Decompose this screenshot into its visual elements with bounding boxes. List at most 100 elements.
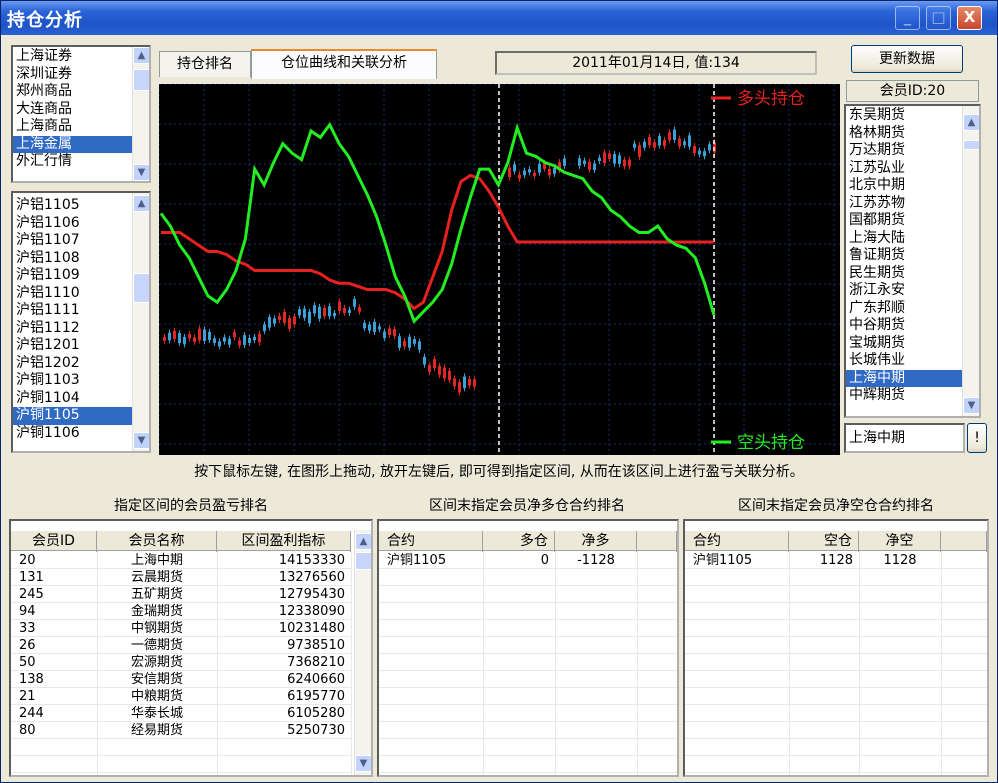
member-list-item[interactable]: 长城伟业	[849, 352, 905, 368]
member-list-item[interactable]: 宝城期货	[849, 334, 905, 351]
member-list-item[interactable]: 广东邦顺	[849, 299, 905, 316]
candle-body	[343, 307, 346, 314]
tab-position-curve[interactable]: 仓位曲线和关联分析	[251, 49, 437, 79]
table-row[interactable]: 138 安信期货 6240660	[11, 671, 351, 688]
member-list-item[interactable]: 鲁证期货	[849, 247, 905, 263]
contract-list-item[interactable]: 沪铝1107	[16, 232, 80, 248]
contract-list-item[interactable]: 沪铜1103	[16, 372, 80, 388]
scroll-thumb[interactable]	[133, 273, 149, 303]
table-row[interactable]: 50 宏源期货 7368210	[11, 654, 351, 671]
market-list-scrollbar[interactable]: ▲ ▼	[132, 47, 149, 181]
table-row[interactable]: 244 华泰长城 6105280	[11, 705, 351, 722]
grid-line	[11, 772, 351, 773]
market-list[interactable]: 上海证券 深圳证券 郑州商品 大连商品 上海商品 上海金属 外汇行情 ▲ ▼	[11, 45, 151, 183]
scroll-up-icon[interactable]: ▲	[133, 47, 149, 64]
contract-list-item[interactable]: 沪铝1106	[16, 214, 80, 231]
candle-body	[443, 367, 446, 379]
col-net-long[interactable]: 净多	[555, 531, 637, 552]
close-button[interactable]: X	[957, 6, 982, 30]
position-chart[interactable]: 多头持仓 空头持仓	[158, 83, 840, 455]
tab-position-ranking[interactable]: 持仓排名	[159, 51, 251, 77]
ranking-scrollbar[interactable]: ▲ ▼	[354, 530, 371, 775]
contract-list-item[interactable]: 沪铜1104	[16, 389, 80, 406]
contract-list-item[interactable]: 沪铝1112	[16, 319, 80, 336]
col-profit-index[interactable]: 区间盈利指标	[217, 531, 351, 552]
member-list-item[interactable]: 北京中期	[849, 177, 905, 193]
candle-body	[473, 379, 476, 387]
scroll-down-icon[interactable]: ▼	[963, 397, 979, 414]
col-contract[interactable]: 合约	[685, 531, 789, 552]
col-contract[interactable]: 合约	[379, 531, 483, 552]
table-row[interactable]: 沪铜1105 1128 1128	[685, 552, 987, 569]
table-row[interactable]: 245 五矿期货 12795430	[11, 586, 351, 603]
contract-list-item[interactable]: 沪铝1105	[16, 197, 80, 213]
table-row[interactable]: 131 云晨期货 13276560	[11, 569, 351, 586]
col-member-id[interactable]: 会员ID	[11, 531, 97, 552]
member-list-item[interactable]: 中辉期货	[849, 387, 905, 403]
member-go-button[interactable]: !	[967, 423, 987, 453]
member-list-item[interactable]: 中谷期货	[849, 317, 905, 333]
scroll-down-icon[interactable]: ▼	[355, 755, 371, 772]
member-list-scrollbar[interactable]: ▲ ▼	[962, 106, 979, 416]
member-list-item[interactable]: 东吴期货	[849, 107, 905, 123]
contract-list-scrollbar[interactable]: ▲ ▼	[132, 193, 149, 451]
contract-list[interactable]: 沪铝1105 沪铝1106 沪铝1107 沪铝1108 沪铝1109 沪铝1110 沪铝11…	[11, 191, 151, 453]
market-list-item[interactable]: 郑州商品	[16, 83, 72, 99]
contract-list-item[interactable]: 沪铝1202	[16, 354, 80, 371]
contract-list-item[interactable]: 沪铝1111	[16, 302, 80, 318]
scroll-up-icon[interactable]: ▲	[355, 533, 371, 550]
market-list-item[interactable]: 上海商品	[16, 118, 72, 134]
market-list-item[interactable]: 深圳证券	[16, 65, 72, 82]
minimize-button[interactable]: _	[895, 6, 920, 30]
table-row[interactable]: 80 经易期货 5250730	[11, 722, 351, 739]
table-row[interactable]: 21 中粮期货 6195770	[11, 688, 351, 705]
scroll-thumb[interactable]	[133, 69, 149, 91]
scroll-up-icon[interactable]: ▲	[963, 114, 979, 131]
table-row[interactable]: 沪铜1105 0 -1128	[379, 552, 677, 569]
member-list-item[interactable]: 上海大陆	[849, 229, 905, 246]
table-row[interactable]: 26 一德期货 9738510	[11, 637, 351, 654]
member-list-item[interactable]: 万达期货	[849, 142, 905, 158]
contract-list-item[interactable]: 沪铝1109	[16, 267, 80, 283]
market-list-item[interactable]: 大连商品	[16, 100, 72, 117]
scroll-down-icon[interactable]: ▼	[133, 164, 149, 181]
market-list-item[interactable]: 上海证券	[16, 48, 72, 64]
candle-body	[538, 163, 541, 173]
contract-list-item[interactable]: 沪铜1106	[16, 424, 80, 441]
maximize-button[interactable]: □	[926, 6, 951, 30]
member-list-item[interactable]: 上海中期	[846, 369, 962, 387]
candle-body	[213, 338, 216, 343]
col-net-short[interactable]: 净空	[859, 531, 941, 552]
member-list-item[interactable]: 江苏苏物	[849, 194, 905, 211]
member-list-item[interactable]: 江苏弘业	[849, 159, 905, 176]
member-list[interactable]: 东吴期货 格林期货 万达期货 江苏弘业 北京中期 江苏苏物 国都期货 上海大陆 鲁证期货 民生期货…	[844, 104, 981, 418]
net-long-table[interactable]: 合约 多仓 净多 沪铜1105 0 -1128	[377, 519, 679, 777]
contract-list-item[interactable]: 沪铜1105	[13, 407, 132, 425]
col-member-name[interactable]: 会员名称	[97, 531, 217, 552]
scroll-down-icon[interactable]: ▼	[133, 432, 149, 449]
member-name-input[interactable]: 上海中期	[844, 423, 965, 453]
col-long-qty[interactable]: 多仓	[483, 531, 555, 552]
position-chart-svg[interactable]: 多头持仓 空头持仓	[158, 83, 840, 455]
member-list-item[interactable]: 浙江永安	[849, 282, 905, 298]
member-ranking-table[interactable]: 会员ID 会员名称 区间盈利指标 20 上海中期 14153330 131 云晨期货 13…	[9, 519, 373, 777]
contract-list-item[interactable]: 沪铝1201	[16, 337, 80, 353]
scroll-thumb[interactable]	[355, 552, 371, 570]
member-list-item[interactable]: 民生期货	[849, 264, 905, 281]
market-list-item[interactable]: 外汇行情	[16, 153, 72, 169]
candle-body	[308, 311, 311, 324]
contract-list-item[interactable]: 沪铝1108	[16, 249, 80, 266]
contract-list-item[interactable]: 沪铝1110	[16, 284, 80, 301]
table-row[interactable]: 33 中钢期货 10231480	[11, 620, 351, 637]
scroll-thumb[interactable]	[963, 140, 979, 150]
scroll-up-icon[interactable]: ▲	[133, 195, 149, 212]
market-list-item[interactable]: 上海金属	[13, 135, 132, 153]
col-short-qty[interactable]: 空仓	[789, 531, 859, 552]
net-short-table[interactable]: 合约 空仓 净空 沪铜1105 1128 1128	[683, 519, 989, 777]
member-list-item[interactable]: 国都期货	[849, 212, 905, 228]
table-row[interactable]: 94 金瑞期货 12338090	[11, 603, 351, 620]
update-data-button[interactable]: 更新数据	[851, 45, 963, 73]
title-bar[interactable]: 持仓分析 _ □ X	[1, 1, 997, 35]
member-list-item[interactable]: 格林期货	[849, 124, 905, 141]
table-row[interactable]: 20 上海中期 14153330	[11, 552, 351, 569]
